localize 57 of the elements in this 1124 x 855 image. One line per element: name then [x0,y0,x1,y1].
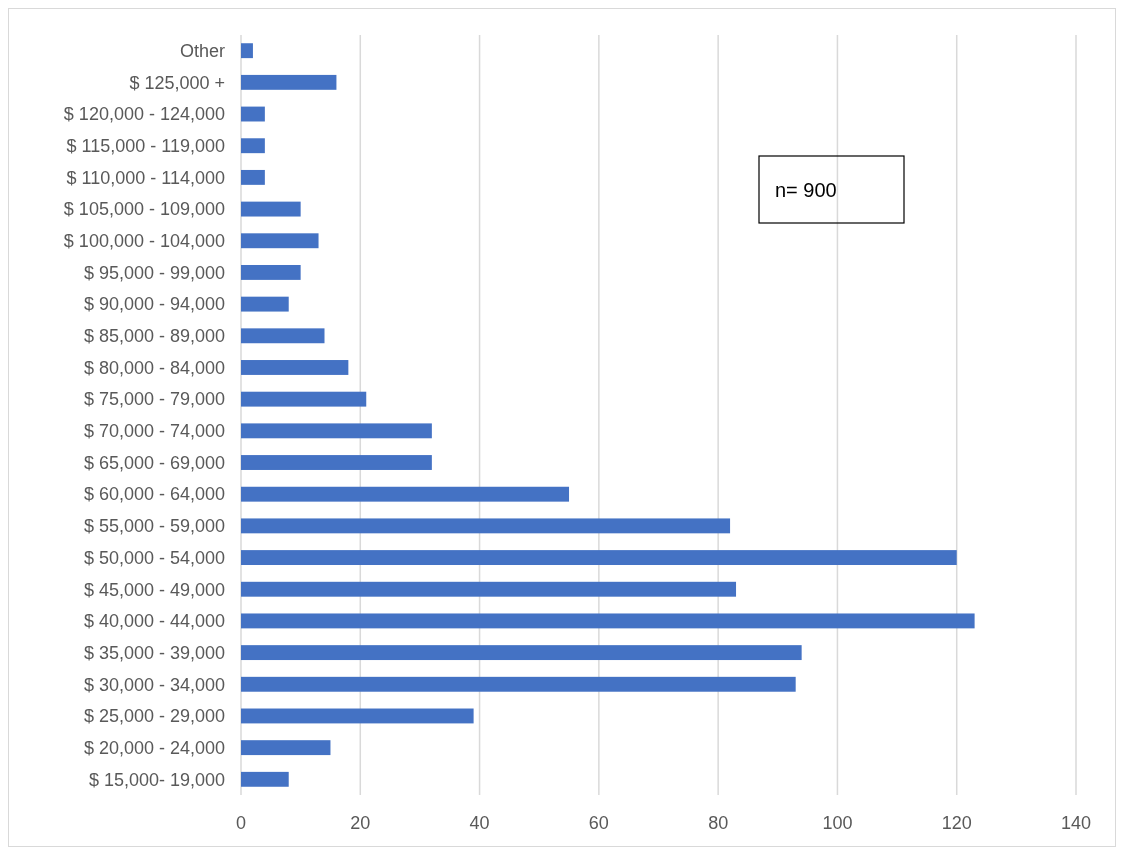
y-tick-label: $ 55,000 - 59,000 [83,516,225,537]
bar [241,43,253,59]
x-tick-label: 100 [822,813,853,833]
bar [241,296,289,312]
y-tick-label: $ 15,000- 19,000 [88,769,225,790]
y-tick-label: $ 65,000 - 69,000 [83,452,225,473]
bar [241,581,737,597]
y-tick-label: $ 40,000 - 44,000 [83,611,225,632]
y-tick-label: $ 30,000 - 34,000 [83,674,225,695]
bar [241,169,265,185]
annotation: n= 900 [775,179,837,201]
x-tick-label: 140 [1060,813,1092,833]
bar [241,74,337,90]
y-tick-label: $ 50,000 - 54,000 [83,547,225,568]
bar [241,740,331,756]
bar [241,518,731,534]
y-tick-label: $ 60,000 - 64,000 [83,484,225,505]
y-tick-label: $ 80,000 - 84,000 [83,357,225,378]
bar [241,486,570,502]
y-tick-label: Other [179,40,225,61]
bar [241,265,301,280]
x-tick-label: 120 [941,813,972,833]
x-tick-label: 60 [588,813,609,833]
bar [241,708,474,724]
bar [241,550,957,565]
x-tick-label: 40 [469,813,490,833]
bar [241,233,319,249]
bar [241,423,432,439]
y-tick-label: $ 90,000 - 94,000 [83,294,225,315]
bar [241,771,289,787]
y-tick-label: $ 45,000 - 49,000 [83,579,225,600]
bar [241,613,975,629]
bar [241,106,265,122]
y-tick-label: $ 35,000 - 39,000 [83,642,225,663]
bar [241,360,349,375]
bar [241,328,325,344]
bar [241,455,432,470]
y-tick-label: $ 100,000 - 104,000 [63,231,225,252]
y-tick-label: $ 95,000 - 99,000 [83,262,225,283]
y-tick-label: $ 25,000 - 29,000 [83,706,225,727]
y-tick-label: $ 110,000 - 114,000 [66,167,225,188]
y-tick-label: $ 105,000 - 109,000 [63,199,225,220]
bar [241,391,367,407]
bar [241,138,265,154]
bar [241,201,301,217]
y-tick-label: $ 120,000 - 124,000 [63,104,225,125]
bar [241,645,802,661]
y-tick-label: $ 20,000 - 24,000 [83,737,225,758]
y-tick-label: $ 115,000 - 119,000 [66,136,225,157]
x-tick-label: 0 [235,813,247,833]
y-tick-label: $ 75,000 - 79,000 [83,389,225,410]
x-tick-label: 80 [708,813,729,833]
bar [241,676,796,692]
y-tick-label: $ 70,000 - 74,000 [83,421,225,442]
y-tick-label: $ 85,000 - 89,000 [83,326,225,347]
x-tick-label: 20 [350,813,371,833]
y-tick-label: $ 125,000 + [129,72,225,93]
